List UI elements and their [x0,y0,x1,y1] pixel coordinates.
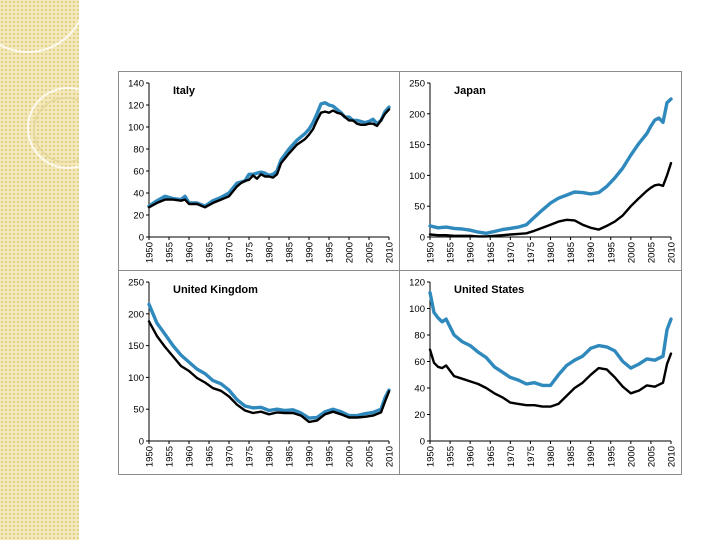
x-tick-label: 1990 [305,446,316,467]
y-tick-label: 150 [409,140,425,151]
x-tick-label: 1955 [446,446,457,467]
y-tick-label: 60 [414,357,425,368]
panel-united-states: 0 20 40 60 80 100 120 1950 1955 1960 1965 1970 1975 1… [409,278,677,468]
x-tick-label: 1985 [285,242,296,263]
x-tick-label: 1970 [506,446,517,467]
charts-svg: 0 20 40 60 80 100 120 140 1950 1955 1960 1965 1970 19… [119,72,681,474]
panel-japan: 0 50 100 150 200 250 1950 1955 1960 1965 1970 1975 1… [409,79,677,264]
x-tick-label: 1985 [285,446,296,467]
y-tick-label: 20 [414,410,425,421]
x-tick-label: 1955 [165,446,176,467]
x-tick-label: 1975 [526,242,537,263]
x-tick-label: 1975 [526,446,537,467]
x-tick-label: 1960 [466,242,477,263]
y-tick-label: 250 [409,79,425,90]
x-tick-label: 1950 [145,242,156,263]
y-tick-label: 150 [128,341,144,352]
x-tick-label: 1975 [245,242,256,263]
y-tick-label: 0 [139,233,144,244]
x-tick-label: 1980 [546,242,557,263]
x-tick-label: 2010 [667,446,678,467]
y-tick-label: 100 [128,373,144,384]
y-tick-label: 120 [128,101,144,112]
y-tick-label: 200 [409,109,425,120]
panel-italy: 0 20 40 60 80 100 120 140 1950 1955 1960 1965 1970 19… [128,79,395,264]
x-tick-label: 1990 [305,242,316,263]
x-tick-label: 1955 [165,242,176,263]
y-tick-label: 0 [420,437,425,448]
x-tick-label: 2000 [345,446,356,467]
y-tick-label: 80 [414,331,425,342]
x-tick-label: 2000 [626,446,637,467]
y-tick-label: 80 [133,145,144,156]
series-line-united-states-series_a [428,290,673,388]
y-tick-label: 50 [414,202,425,213]
y-tick-label: 250 [128,278,144,289]
x-tick-label: 2010 [385,446,396,467]
x-tick-label: 1950 [426,446,437,467]
x-tick-label: 1980 [546,446,557,467]
y-tick-label: 20 [133,211,144,222]
series-line-japan-series_a [428,97,673,236]
panel-title-united-kingdom: United Kingdom [173,284,258,296]
y-tick-label: 50 [133,405,144,416]
x-tick-label: 1980 [265,446,276,467]
y-tick-label: 60 [133,167,144,178]
series-line-united-states-series_b [428,348,673,408]
x-tick-label: 1965 [486,446,497,467]
x-tick-label: 1960 [466,446,477,467]
x-tick-label: 2005 [646,242,657,263]
x-tick-label: 1980 [265,242,276,263]
x-tick-label: 1965 [205,446,216,467]
panel-united-kingdom: 0 50 100 150 200 250 1950 1955 1960 1965 1970 1975 1… [128,278,395,468]
x-tick-label: 1985 [566,242,577,263]
y-tick-label: 120 [409,278,425,289]
x-tick-label: 2000 [626,242,637,263]
x-tick-label: 1960 [185,446,196,467]
y-tick-label: 100 [409,304,425,315]
y-tick-label: 40 [133,189,144,200]
y-tick-label: 140 [128,79,144,90]
x-tick-label: 2005 [365,446,376,467]
y-tick-label: 40 [414,384,425,395]
x-tick-label: 1995 [606,446,617,467]
x-tick-label: 1990 [586,242,597,263]
panel-title-united-states: United States [454,284,524,296]
y-tick-label: 200 [128,309,144,320]
decorative-swirl-icon [0,19,79,169]
series-line-japan-series_b [428,161,673,238]
x-tick-label: 2010 [667,242,678,263]
x-tick-label: 1970 [225,446,236,467]
x-tick-label: 1985 [566,446,577,467]
x-tick-label: 1995 [325,242,336,263]
series-line-italy-series_b [147,108,391,209]
x-tick-label: 1990 [586,446,597,467]
x-tick-label: 1970 [225,242,236,263]
x-tick-label: 1965 [486,242,497,263]
y-tick-label: 100 [128,123,144,134]
panel-title-japan: Japan [454,85,486,97]
x-tick-label: 1965 [205,242,216,263]
panel-title-italy: Italy [173,85,196,97]
x-tick-label: 1955 [446,242,457,263]
chart-figure: 0 20 40 60 80 100 120 140 1950 1955 1960 1965 1970 19… [118,71,682,475]
x-tick-label: 2005 [646,446,657,467]
y-tick-label: 0 [420,233,425,244]
x-tick-label: 1950 [145,446,156,467]
x-tick-label: 1975 [245,446,256,467]
x-tick-label: 1950 [426,242,437,263]
x-tick-label: 1970 [506,242,517,263]
series-line-united-kingdom-series_a [147,302,391,420]
y-tick-label: 0 [139,437,144,448]
x-tick-label: 2000 [345,242,356,263]
series-line-united-kingdom-series_b [147,320,391,424]
x-tick-label: 2010 [385,242,396,263]
series-line-italy-series_a [147,101,391,208]
x-tick-label: 2005 [365,242,376,263]
x-tick-label: 1960 [185,242,196,263]
x-tick-label: 1995 [606,242,617,263]
x-tick-label: 1995 [325,446,336,467]
decorative-sidebar [0,0,79,540]
y-tick-label: 100 [409,171,425,182]
